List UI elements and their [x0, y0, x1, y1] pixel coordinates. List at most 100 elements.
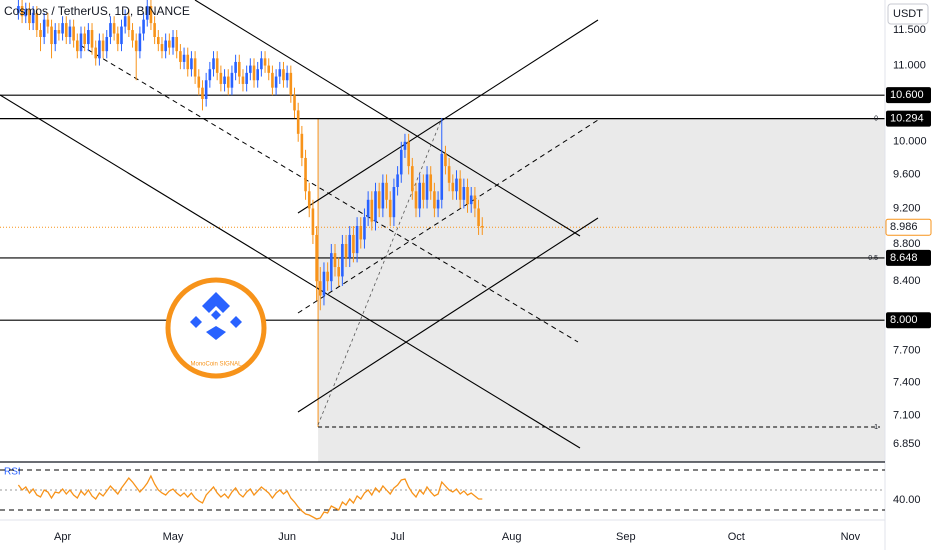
candle-body	[179, 51, 182, 62]
candle-body	[330, 253, 333, 282]
candle-body	[230, 72, 234, 88]
candle-body	[388, 199, 392, 218]
candle-body	[366, 199, 370, 218]
candle-body	[28, 9, 31, 24]
candle-body	[282, 69, 285, 81]
candle-body	[105, 37, 109, 52]
candle-body	[237, 61, 241, 77]
candle-body	[433, 191, 436, 209]
y-tick-label: 9.200	[893, 202, 921, 214]
candle-body	[20, 6, 24, 17]
y-tick-label: 10.000	[893, 136, 927, 148]
trend-line	[297, 19, 599, 214]
level-label: 10.600	[890, 89, 924, 101]
x-tick-label: Jul	[391, 531, 405, 543]
candle-body	[226, 76, 230, 88]
candle-body	[245, 72, 248, 84]
candle-body	[182, 54, 186, 62]
candle-body	[311, 208, 315, 235]
level-label: 10.294	[890, 113, 924, 125]
candle-body	[219, 72, 223, 84]
candle-body	[318, 281, 322, 296]
candle-body	[440, 153, 444, 200]
candle-body	[385, 182, 388, 200]
candle-body	[337, 267, 340, 277]
trend-line	[317, 117, 443, 426]
rsi-title: RSI	[4, 467, 21, 478]
candle-body	[31, 12, 35, 24]
candle-body	[83, 33, 86, 45]
candle-body	[164, 40, 167, 52]
candle-body	[215, 58, 219, 73]
candle-body	[341, 243, 344, 277]
candle-body	[24, 9, 28, 17]
candle-body	[234, 61, 237, 73]
candle-body	[285, 72, 289, 81]
candle-body	[355, 226, 359, 254]
candle-body	[274, 76, 278, 88]
candle-body	[79, 33, 83, 52]
currency: USDT	[893, 8, 923, 20]
candle-body	[149, 6, 153, 24]
chart-title: Cosmos / TetherUS, 1D, BINANCE	[4, 4, 190, 18]
candle-body	[145, 6, 149, 20]
candle-body	[171, 37, 175, 48]
candle-body	[403, 141, 407, 150]
y-tick-label: 11.000	[893, 59, 926, 71]
candle-body	[160, 44, 164, 52]
candle-body	[418, 182, 421, 209]
level-label: 8.000	[890, 314, 918, 326]
candle-body	[112, 23, 116, 34]
candle-body	[451, 182, 455, 192]
y-tick-label: 7.400	[893, 376, 921, 388]
candle-body	[414, 191, 418, 209]
candle-body	[374, 191, 377, 222]
candle-body	[458, 178, 462, 200]
candle-body	[344, 243, 348, 258]
candle-body	[61, 23, 64, 34]
candle-body	[57, 30, 61, 34]
candle-body	[300, 133, 304, 158]
candle-body	[64, 23, 68, 38]
candle-body	[293, 95, 296, 111]
candle-body	[208, 69, 212, 81]
candle-body	[348, 234, 352, 258]
candle-body	[168, 40, 171, 48]
x-tick-label: Oct	[728, 531, 745, 543]
candle-body	[466, 187, 469, 205]
candle-body	[260, 58, 263, 70]
level-box	[886, 249, 931, 266]
candle-body	[411, 166, 414, 192]
candle-body	[370, 199, 374, 222]
candle-body	[469, 195, 473, 205]
candle-body	[399, 149, 403, 175]
x-tick-label: Apr	[54, 531, 71, 543]
candle-body	[153, 23, 156, 38]
x-tick-label: Nov	[841, 531, 861, 543]
candle-body	[396, 174, 399, 188]
candle-body	[462, 187, 466, 200]
candle-body	[307, 191, 311, 209]
candle-body	[142, 19, 145, 34]
logo-icon	[190, 292, 242, 340]
candle-body	[50, 26, 53, 45]
x-tick-label: Sep	[616, 531, 636, 543]
candle-body	[333, 253, 337, 268]
candle-body	[72, 26, 75, 41]
y-tick-label: 6.850	[893, 438, 921, 450]
current-price-label: 8.986	[890, 221, 918, 233]
candle-body	[46, 19, 50, 27]
candles	[17, 0, 484, 311]
logo-text: MonoCoin SIGNAL	[190, 362, 242, 368]
candle-body	[407, 141, 410, 167]
candle-body	[455, 178, 458, 192]
candle-body	[271, 72, 274, 88]
candle-body	[477, 208, 480, 227]
y-tick-label: 8.400	[893, 275, 921, 287]
candle-body	[352, 234, 355, 254]
candle-body	[436, 199, 440, 209]
candle-body	[17, 6, 20, 13]
candle-body	[186, 54, 190, 70]
y-tick-label: 7.700	[893, 345, 921, 357]
candle-body	[392, 187, 396, 218]
